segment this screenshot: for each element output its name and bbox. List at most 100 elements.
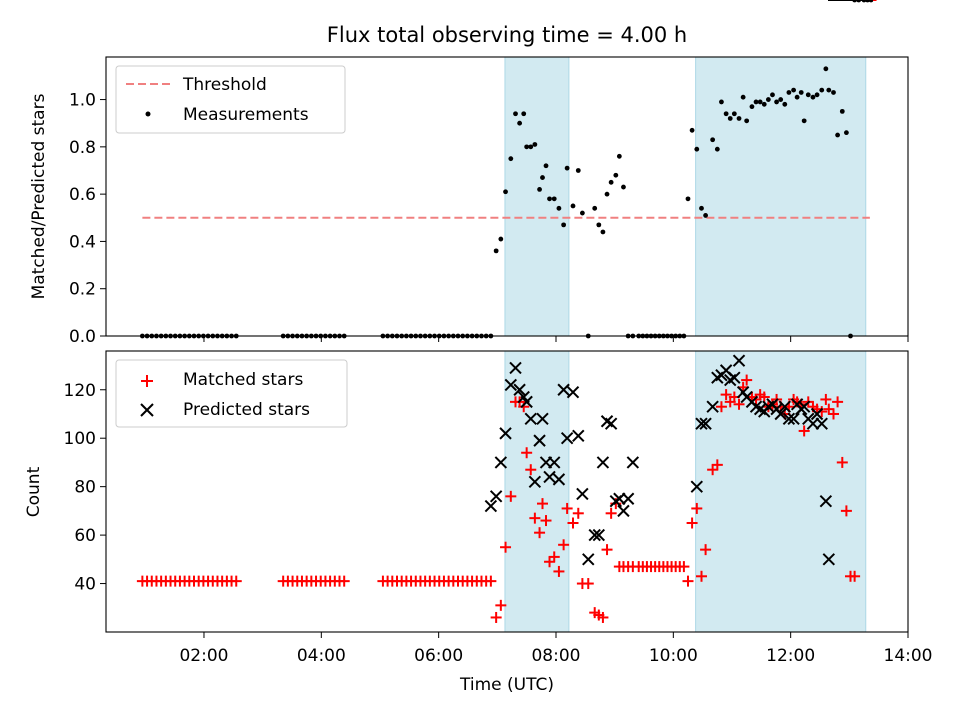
marker-stroke	[592, 528, 606, 542]
predicted-star-marker	[582, 553, 595, 566]
marker-stroke	[806, 417, 820, 430]
measurement-point	[556, 205, 562, 211]
measurement-point	[826, 87, 832, 93]
x-tick-label: 14:00	[884, 646, 933, 666]
measurement-point	[805, 92, 811, 98]
marker-stroke	[528, 475, 542, 489]
marker-stroke	[566, 385, 580, 399]
measurement-point	[831, 90, 836, 95]
measurement-point	[508, 156, 514, 162]
measurement-point	[757, 99, 763, 105]
x-tick-label: 12:00	[766, 646, 815, 666]
marker-stroke	[588, 528, 601, 542]
matched-star-marker	[536, 498, 548, 510]
matched-star-marker	[540, 515, 552, 527]
matched-star-marker	[832, 396, 844, 408]
marker-stroke	[782, 412, 796, 426]
measurement-point	[608, 179, 614, 185]
measurement-point	[604, 191, 610, 197]
matched-star-marker	[741, 374, 753, 386]
matched-star-marker	[529, 512, 541, 524]
matched-star-marker	[495, 599, 507, 611]
marker-stroke	[749, 400, 763, 413]
predicted-star-marker	[613, 492, 626, 505]
measurement-point	[794, 94, 800, 100]
marker-stroke	[509, 361, 522, 375]
predicted-star-marker	[552, 473, 566, 486]
measurement-point	[528, 144, 534, 150]
measurement-point	[714, 146, 720, 152]
matched-star-marker	[525, 464, 537, 476]
measurement-point	[540, 175, 545, 180]
predicted-star-marker	[509, 361, 522, 375]
marker-stroke	[499, 427, 512, 440]
marker-stroke	[604, 417, 618, 430]
bottom-plot-frame	[105, 350, 909, 633]
marker-stroke	[494, 456, 508, 469]
measurement-point	[575, 168, 581, 173]
bottom-legend-box	[115, 359, 348, 428]
predicted-star-marker	[596, 456, 610, 469]
measurement-point	[517, 120, 523, 126]
measurement-point	[621, 184, 626, 190]
top-y-axis-label: Matched/Predicted stars	[29, 93, 49, 299]
measurement-point	[814, 92, 820, 98]
measurement-point	[810, 94, 816, 100]
matched-star-marker	[521, 447, 533, 459]
measurement-point	[699, 205, 704, 211]
matched-star-marker	[485, 575, 497, 587]
matched-star-marker	[605, 507, 617, 519]
measurement-point	[731, 111, 737, 117]
predicted-star-marker	[732, 354, 746, 367]
measurement-point	[765, 97, 771, 102]
predicted-star-marker	[690, 480, 704, 493]
predicted-star-marker	[572, 429, 585, 442]
top-y-axis: 0.0 0.2 0.4 0.6 0.8 1.0	[69, 91, 106, 347]
matched-star-marker	[840, 505, 852, 517]
matched-star-marker	[548, 551, 560, 563]
predicted-star-marker	[536, 412, 549, 426]
x-axis-label: Time (UTC)	[459, 675, 554, 695]
predicted-star-marker	[774, 407, 787, 421]
matched-star-marker	[505, 490, 517, 502]
predicted-star-marker	[576, 487, 589, 501]
bottom-x-axis: 02:00 04:00 06:00 08:00 10:00 12:00 14:00	[179, 632, 933, 666]
measurement-point	[600, 229, 606, 235]
matched-star-marker	[711, 459, 723, 471]
predicted-star-marker	[548, 456, 561, 469]
marker-stroke	[613, 492, 626, 505]
matched-star-marker	[678, 561, 690, 573]
predicted-star-marker	[520, 395, 533, 409]
marker-stroke	[536, 412, 549, 426]
threshold-legend-label: Threshold	[182, 75, 267, 95]
top-legend-box	[115, 65, 346, 134]
measurement-point	[694, 146, 700, 152]
shaded-interval	[695, 350, 867, 633]
measurement-point	[685, 196, 691, 202]
measurement-point	[723, 111, 729, 117]
measurement-point	[547, 196, 552, 202]
marker-stroke	[778, 400, 792, 413]
predicted-star-marker	[806, 417, 820, 430]
marker-stroke	[504, 378, 518, 392]
measurement-point	[782, 101, 788, 107]
marker-stroke	[819, 494, 833, 508]
top-legend: Threshold Measurements	[115, 65, 346, 134]
marker-stroke	[797, 400, 811, 413]
matched-star-marker	[338, 575, 350, 587]
measurement-point	[786, 90, 792, 95]
predicted-star-marker	[728, 371, 741, 384]
marker-stroke	[732, 354, 746, 367]
measurement-point	[532, 142, 538, 147]
bottom-y-axis: 40 60 80 100 120	[64, 381, 106, 595]
matched-star-marker	[682, 575, 694, 587]
predicted-star-marker	[787, 412, 800, 426]
predicted-star-marker	[815, 417, 828, 430]
y-tick-label: 40	[74, 575, 96, 595]
predicted-star-marker	[504, 378, 518, 392]
predicted-star-marker	[499, 427, 512, 440]
y-tick-label: 80	[74, 478, 96, 498]
marker-stroke	[753, 402, 767, 416]
matched-star-marker	[582, 578, 594, 590]
